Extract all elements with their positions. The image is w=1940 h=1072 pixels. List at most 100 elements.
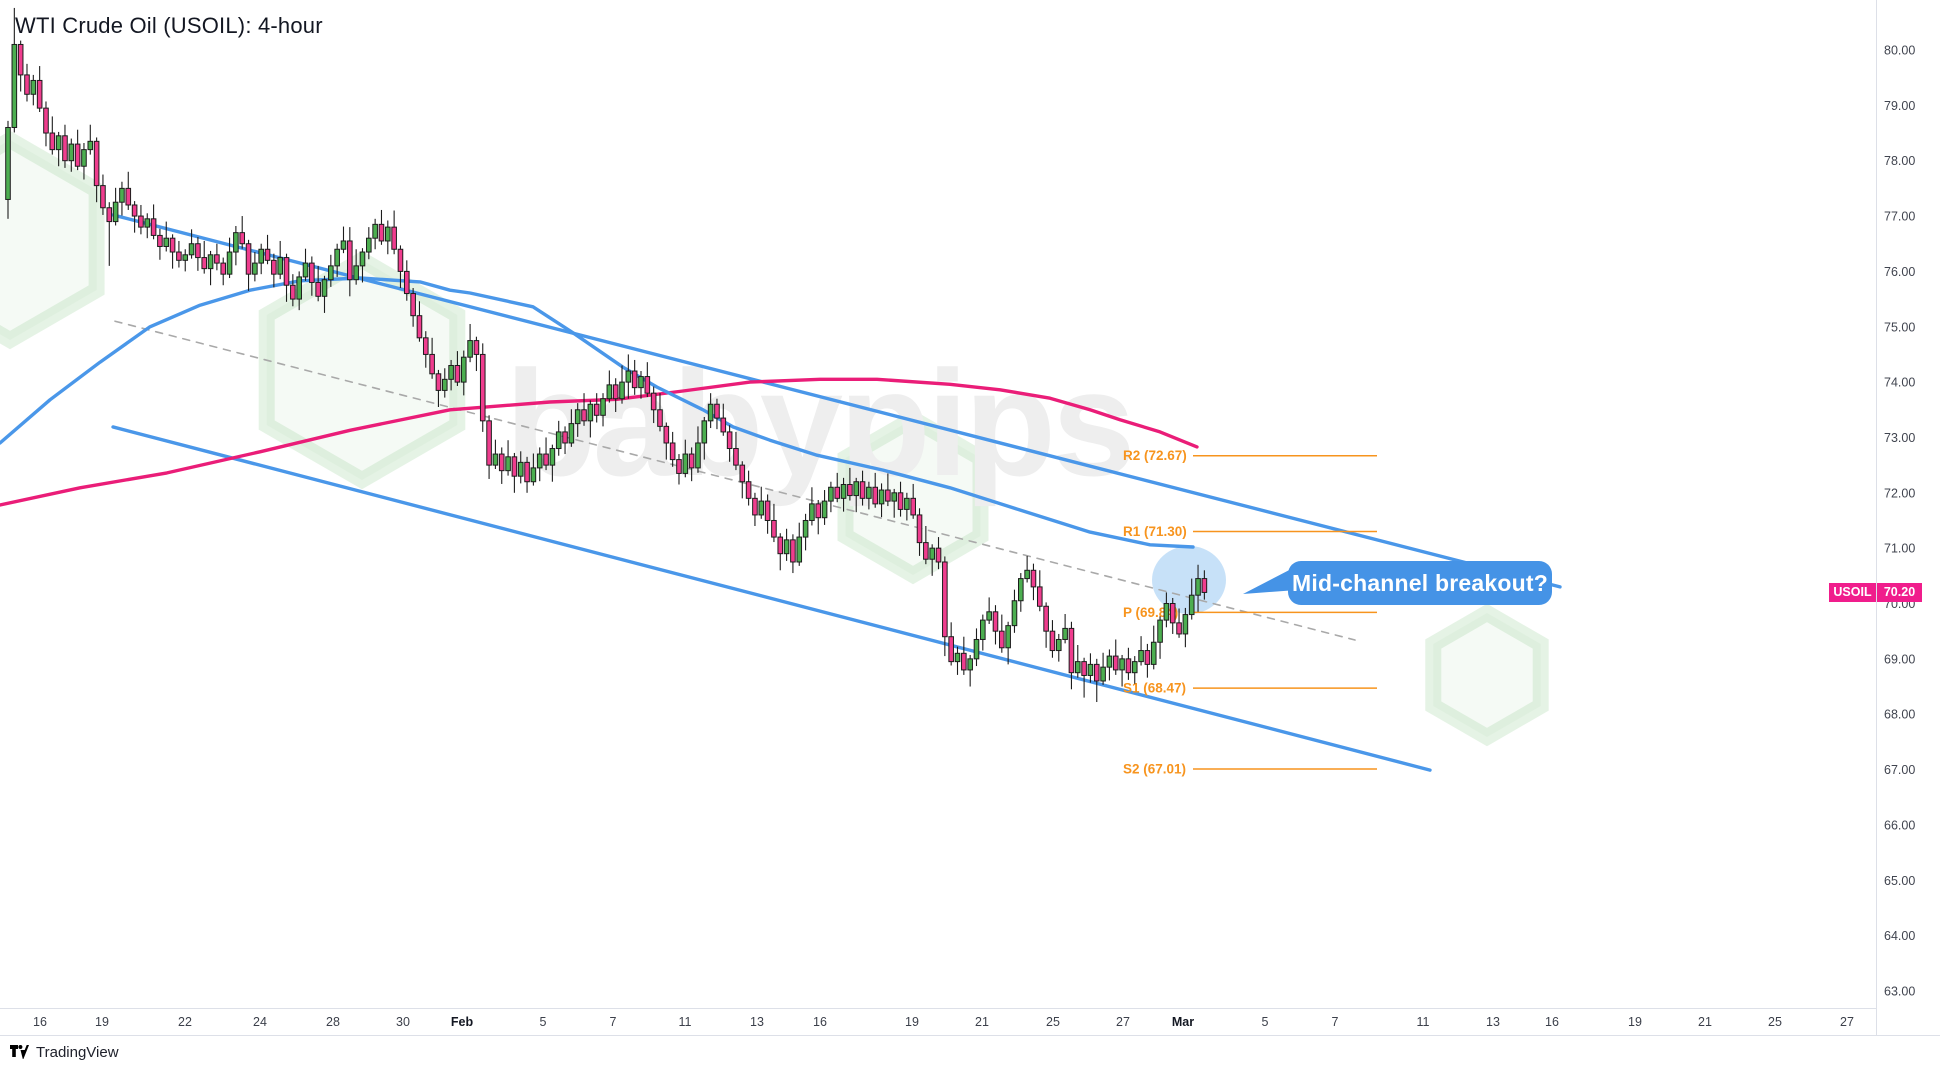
candle-body-down [36,79,43,109]
candle-body-down [745,481,752,499]
candle-body-up [840,483,847,499]
price-tick-label: 64.00 [1884,929,1915,943]
candle-body-up [87,140,94,151]
candle-body-up [1195,578,1201,596]
candle-body-up [1150,641,1157,665]
candle-body-down [378,223,385,242]
candle-body-down [631,370,638,389]
callout-annotation[interactable]: Mid-channel breakout? [1288,561,1552,605]
candle-body-down [1169,603,1176,624]
candle-body-down [771,519,777,538]
candle-body-up [1157,619,1163,643]
candle-body-down [24,74,30,95]
time-axis[interactable]: 16 19 22 24 28 30 Feb 5 7 11 13 16 19 21 25 27 Mar 5 7 11 13… [33,1015,1854,1029]
pivot-label-R1: R1 (71.30) [1123,524,1187,539]
channel-lower-line[interactable] [111,425,1432,772]
candle-body-up [441,378,448,391]
watermark: babypips [0,130,1549,747]
candle-body-up [467,340,473,358]
pivot-label-R2: R2 (72.67) [1123,448,1187,463]
candle-body-down [885,489,891,502]
time-tick-label: 16 [33,1015,47,1029]
candle-body-down [347,240,353,281]
candle-body-down [923,542,929,560]
candle-body-up [878,489,885,505]
candle-body-down [17,43,24,76]
candle-body-down [593,403,600,416]
tradingview-logo-icon [10,1044,29,1059]
candle-body-down [49,132,56,151]
candle-body-down [106,207,113,223]
candle-body-down [416,315,423,339]
candle-body-up [783,539,790,555]
candle-body-up [606,384,613,400]
price-tick-label: 69.00 [1884,652,1915,666]
price-tick-label: 78.00 [1884,154,1915,168]
highlight-ellipse[interactable] [1152,546,1226,614]
price-axis[interactable]: 80.00 79.00 78.00 77.00 76.00 75.00 74.00 73.00… [1884,44,1915,999]
candle-body-up [536,453,543,469]
candle-body-down [43,107,49,134]
candle-body-up [707,403,714,422]
candle-body-up [163,237,170,247]
candle-body-down [733,448,739,466]
candle-body-up [372,223,378,239]
candle-body-down [479,353,486,422]
candle-body-down [138,215,144,228]
candle-body-up [385,226,391,242]
candle-body-down [410,293,416,317]
channel-mid-line[interactable] [114,320,1356,641]
candle-body-up [321,279,328,297]
candle-body-down [790,539,796,563]
candle-body-up [112,201,119,223]
candle-body-up [758,500,765,516]
price-tick-label: 68.00 [1884,708,1915,722]
candle-body-down [498,453,505,472]
candle-body-up [68,143,75,162]
time-tick-month: Mar [1172,1015,1194,1029]
candle-body-down [752,497,758,516]
price-tick-label: 72.00 [1884,486,1915,500]
candle-body-down [169,237,176,253]
candle-body-up [891,492,898,502]
candle-body-down [429,353,435,375]
candle-body-down [93,140,100,187]
candle-body-up [866,486,872,499]
candle-body-down [176,251,182,261]
time-tick-label: 30 [396,1015,410,1029]
candle-body-up [30,79,37,95]
candle-body-up [55,135,62,151]
candle-body-up [1024,569,1030,580]
candle-body-down [435,373,442,391]
candle-body-down [961,652,967,671]
candle-body-down [74,143,81,167]
candle-body-down [897,492,904,510]
candle-body-down [1144,650,1151,665]
candle-body-down [720,417,727,433]
watermark-hexagon [0,130,105,350]
candle-body-down [916,514,923,544]
watermark-text: babypips [505,339,1131,507]
chart-title: WTI Crude Oil (USOIL): 4-hour [15,13,323,38]
candle-body-down [290,284,296,300]
candle-body-up [1011,600,1018,627]
pivot-levels: R2 (72.67)R1 (71.30)P (69.84)S1 (68.47)S… [1123,448,1377,776]
price-tick-label: 77.00 [1884,210,1915,224]
candle-body-down [1043,605,1049,632]
candle-body-up [81,149,87,167]
candle-body-up [929,547,935,560]
tradingview-attribution[interactable]: TradingView [10,1044,119,1061]
candle-body-down [815,503,822,519]
time-tick-label: 28 [326,1015,340,1029]
candle-body-down [422,337,429,355]
time-tick-label: 24 [253,1015,267,1029]
candle-body-up [1100,666,1106,682]
candle-body-down [1125,658,1132,674]
time-tick-label: 21 [975,1015,989,1029]
candle-body-down [524,461,530,483]
time-tick-label: 25 [1046,1015,1060,1029]
time-tick-label: 27 [1840,1015,1854,1029]
candle-body-down [1201,578,1208,593]
candle-body-up [625,370,632,383]
